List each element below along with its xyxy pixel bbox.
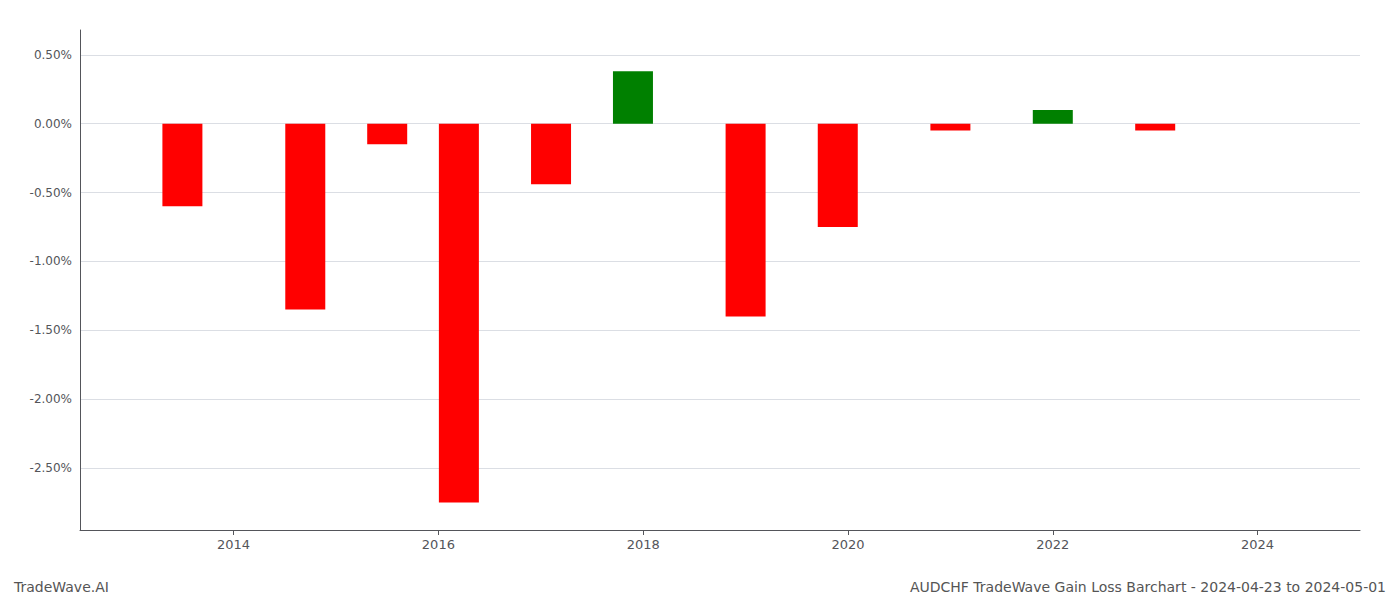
svg-text:-2.00%: -2.00% — [30, 392, 72, 406]
svg-text:AUDCHF TradeWave Gain Loss Bar: AUDCHF TradeWave Gain Loss Barchart - 20… — [910, 579, 1386, 595]
svg-text:2018: 2018 — [627, 537, 660, 552]
svg-text:2016: 2016 — [422, 537, 455, 552]
svg-text:2020: 2020 — [831, 537, 864, 552]
svg-text:0.50%: 0.50% — [34, 48, 72, 62]
svg-text:-2.50%: -2.50% — [30, 461, 72, 475]
svg-text:2014: 2014 — [217, 537, 250, 552]
svg-text:-1.50%: -1.50% — [30, 323, 72, 337]
svg-text:2022: 2022 — [1036, 537, 1069, 552]
svg-text:-0.50%: -0.50% — [30, 186, 72, 200]
svg-text:TradeWave.AI: TradeWave.AI — [13, 579, 109, 595]
svg-text:-1.00%: -1.00% — [30, 254, 72, 268]
svg-text:2024: 2024 — [1241, 537, 1274, 552]
svg-text:0.00%: 0.00% — [34, 117, 72, 131]
